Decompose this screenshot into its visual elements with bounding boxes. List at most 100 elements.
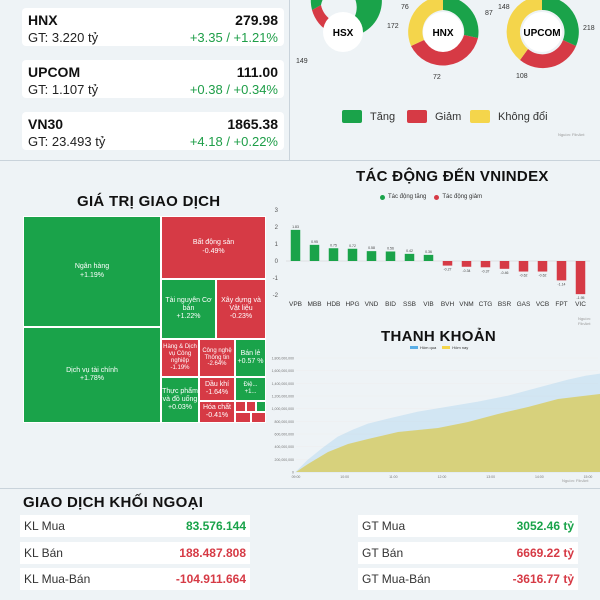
donut-down: 72	[433, 74, 441, 81]
index-value: 279.98	[235, 12, 278, 28]
foreign-label: KL Mua	[24, 519, 65, 533]
treemap-cell[interactable]: Tài nguyên Cơ bản +1.22%	[161, 279, 216, 339]
treemap-cell[interactable]: Công nghệ Thông tin -2.64%	[199, 339, 235, 377]
impact-title: TÁC ĐỘNG ĐẾN VNINDEX	[356, 168, 549, 185]
foreign-row-value: GT Mua-Bán -3616.77 tỷ	[358, 568, 578, 590]
impact-xtick: VCB	[536, 301, 549, 308]
impact-ytick: -1	[273, 276, 279, 282]
liquidity-xtick: 14:00	[535, 475, 544, 479]
treemap-cell[interactable]: Ngân hàng +1.19%	[23, 216, 161, 327]
treemap-cell[interactable]: Bất động sản -0.49%	[161, 216, 266, 279]
impact-xtick: VND	[365, 301, 379, 308]
liquidity-legend-yesterday: Hôm qua	[420, 345, 437, 350]
impact-data-label: -0.37	[482, 269, 490, 273]
liquidity-legend: Hôm qua Hôm nay	[410, 345, 468, 350]
foreign-value: -3616.77 tỷ	[512, 572, 574, 586]
liquidity-xtick: 12:00	[438, 475, 447, 479]
impact-data-label: -1.14	[558, 282, 566, 286]
treemap-cell[interactable]: Dịch vụ tài chính +1.78%	[23, 327, 161, 423]
impact-data-label: 0.36	[425, 250, 432, 254]
donut-label: HSX	[333, 28, 354, 39]
legend-up: Tăng	[342, 110, 395, 123]
impact-xtick: MBB	[307, 301, 321, 308]
impact-data-label: 0.58	[368, 246, 375, 250]
donut-up: 218	[583, 25, 595, 32]
treemap-cell-small[interactable]	[256, 401, 266, 412]
index-trading-value: GT: 3.220 tỷ	[28, 30, 99, 45]
legend-down: Giảm	[407, 110, 461, 123]
liquidity-xtick: 09:00	[292, 475, 301, 479]
donut-down: 108	[516, 73, 528, 80]
impact-data-label: 0.56	[387, 246, 394, 250]
impact-legend-up: Tác động tăng	[388, 194, 427, 200]
legend-swatch-red	[407, 110, 427, 123]
impact-data-label: -0.34	[463, 269, 471, 273]
treemap-cell[interactable]: Thực phẩm và đồ uống +0.03%	[161, 377, 199, 423]
impact-bar	[309, 244, 320, 261]
treemap: Ngân hàng +1.19% Dịch vụ tài chính +1.78% …	[23, 216, 266, 423]
impact-xtick: CTG	[479, 301, 493, 308]
index-trading-value: GT: 23.493 tỷ	[28, 134, 106, 149]
liquidity-ytick: 1,400,000,000	[272, 382, 294, 386]
impact-data-label: 0.72	[349, 244, 356, 248]
liquidity-ytick: 600,000,000	[275, 433, 295, 437]
liquidity-yesterday-area	[295, 373, 600, 473]
treemap-cell[interactable]: Hóa chất -0.41%	[199, 401, 235, 423]
donut-hnx: HNX 76 87 72	[401, 0, 493, 81]
impact-data-label: -0.46	[501, 271, 509, 275]
treemap-cell-small[interactable]	[246, 401, 256, 412]
index-change: +0.38 / +0.34%	[189, 82, 278, 97]
impact-bar	[575, 261, 586, 295]
legend-dot-green	[380, 194, 385, 200]
liquidity-source: Nguồn: FiinAnt	[562, 478, 589, 483]
impact-xtick: VNM	[459, 301, 473, 308]
impact-bar	[366, 251, 377, 261]
donut-upcom: UPCOM 148 218 108	[498, 0, 595, 80]
impact-xtick: HPG	[345, 301, 359, 308]
index-card-hnx[interactable]: HNX GT: 3.220 tỷ 279.98 +3.35 / +1.21%	[22, 8, 284, 46]
impact-data-label: -0.62	[539, 274, 547, 278]
treemap-cell-small[interactable]	[251, 412, 266, 423]
liquidity-ytick: 0	[292, 471, 294, 475]
index-card-vn30[interactable]: VN30 GT: 23.493 tỷ 1865.38 +4.18 / +0.22…	[22, 112, 284, 150]
foreign-label: KL Mua-Bán	[24, 572, 91, 586]
impact-chart: 3 2 1 0 -1 -2 1.83 VPB 0.95 MBB 0.75 HDB 0.72 HPG 0.58…	[273, 208, 590, 308]
impact-xtick: SSB	[403, 301, 416, 308]
legend-flat-label: Không đổi	[498, 110, 548, 123]
donut-flat: 76	[401, 4, 409, 11]
foreign-title: GIAO DỊCH KHỐI NGOẠI	[23, 494, 204, 511]
impact-bar	[537, 261, 548, 272]
impact-xtick: VIC	[575, 301, 586, 308]
treemap-cell[interactable]: Xây dựng và Vật liệu -0.23%	[216, 279, 266, 339]
index-value: 111.00	[236, 64, 278, 80]
treemap-cell-small[interactable]	[235, 412, 251, 423]
impact-legend: Tác động tăng Tác động giảm	[380, 194, 482, 200]
impact-bar	[404, 253, 415, 261]
treemap-cell[interactable]: Hàng & Dịch vụ Công nghiệp -1.19%	[161, 339, 199, 377]
legend-flat: Không đổi	[470, 110, 548, 123]
impact-xtick: BID	[385, 301, 396, 308]
impact-ytick: 2	[275, 225, 279, 231]
foreign-value: 188.487.808	[179, 546, 246, 560]
foreign-label: GT Mua	[362, 519, 406, 533]
treemap-cell[interactable]: Điệ... +1...	[235, 377, 266, 401]
treemap-cell-small[interactable]	[235, 401, 246, 412]
treemap-cell[interactable]: Dầu khí -1.64%	[199, 377, 235, 401]
treemap-cell[interactable]: Bán lẻ +0.57 %	[235, 339, 266, 377]
index-value: 1865.38	[227, 116, 278, 132]
index-card-upcom[interactable]: UPCOM GT: 1.107 tỷ 111.00 +0.38 / +0.34%	[22, 60, 284, 98]
liquidity-xtick: 10:00	[340, 475, 349, 479]
donut-hsx: HSX 172 149	[296, 0, 399, 65]
impact-legend-down: Tác động giảm	[442, 194, 483, 200]
impact-xtick: BVH	[441, 301, 455, 308]
impact-bar	[442, 261, 453, 266]
foreign-row: KL Bán 188.487.808	[20, 542, 250, 564]
impact-bar	[423, 254, 434, 261]
liquidity-ytick: 800,000,000	[275, 420, 295, 424]
divider-horizontal	[0, 160, 600, 161]
impact-bar	[499, 261, 510, 269]
impact-bar	[518, 261, 529, 272]
donut-down: 149	[296, 58, 308, 65]
treemap-title: GIÁ TRỊ GIAO DỊCH	[77, 193, 221, 210]
legend-swatch-blue	[410, 346, 418, 349]
